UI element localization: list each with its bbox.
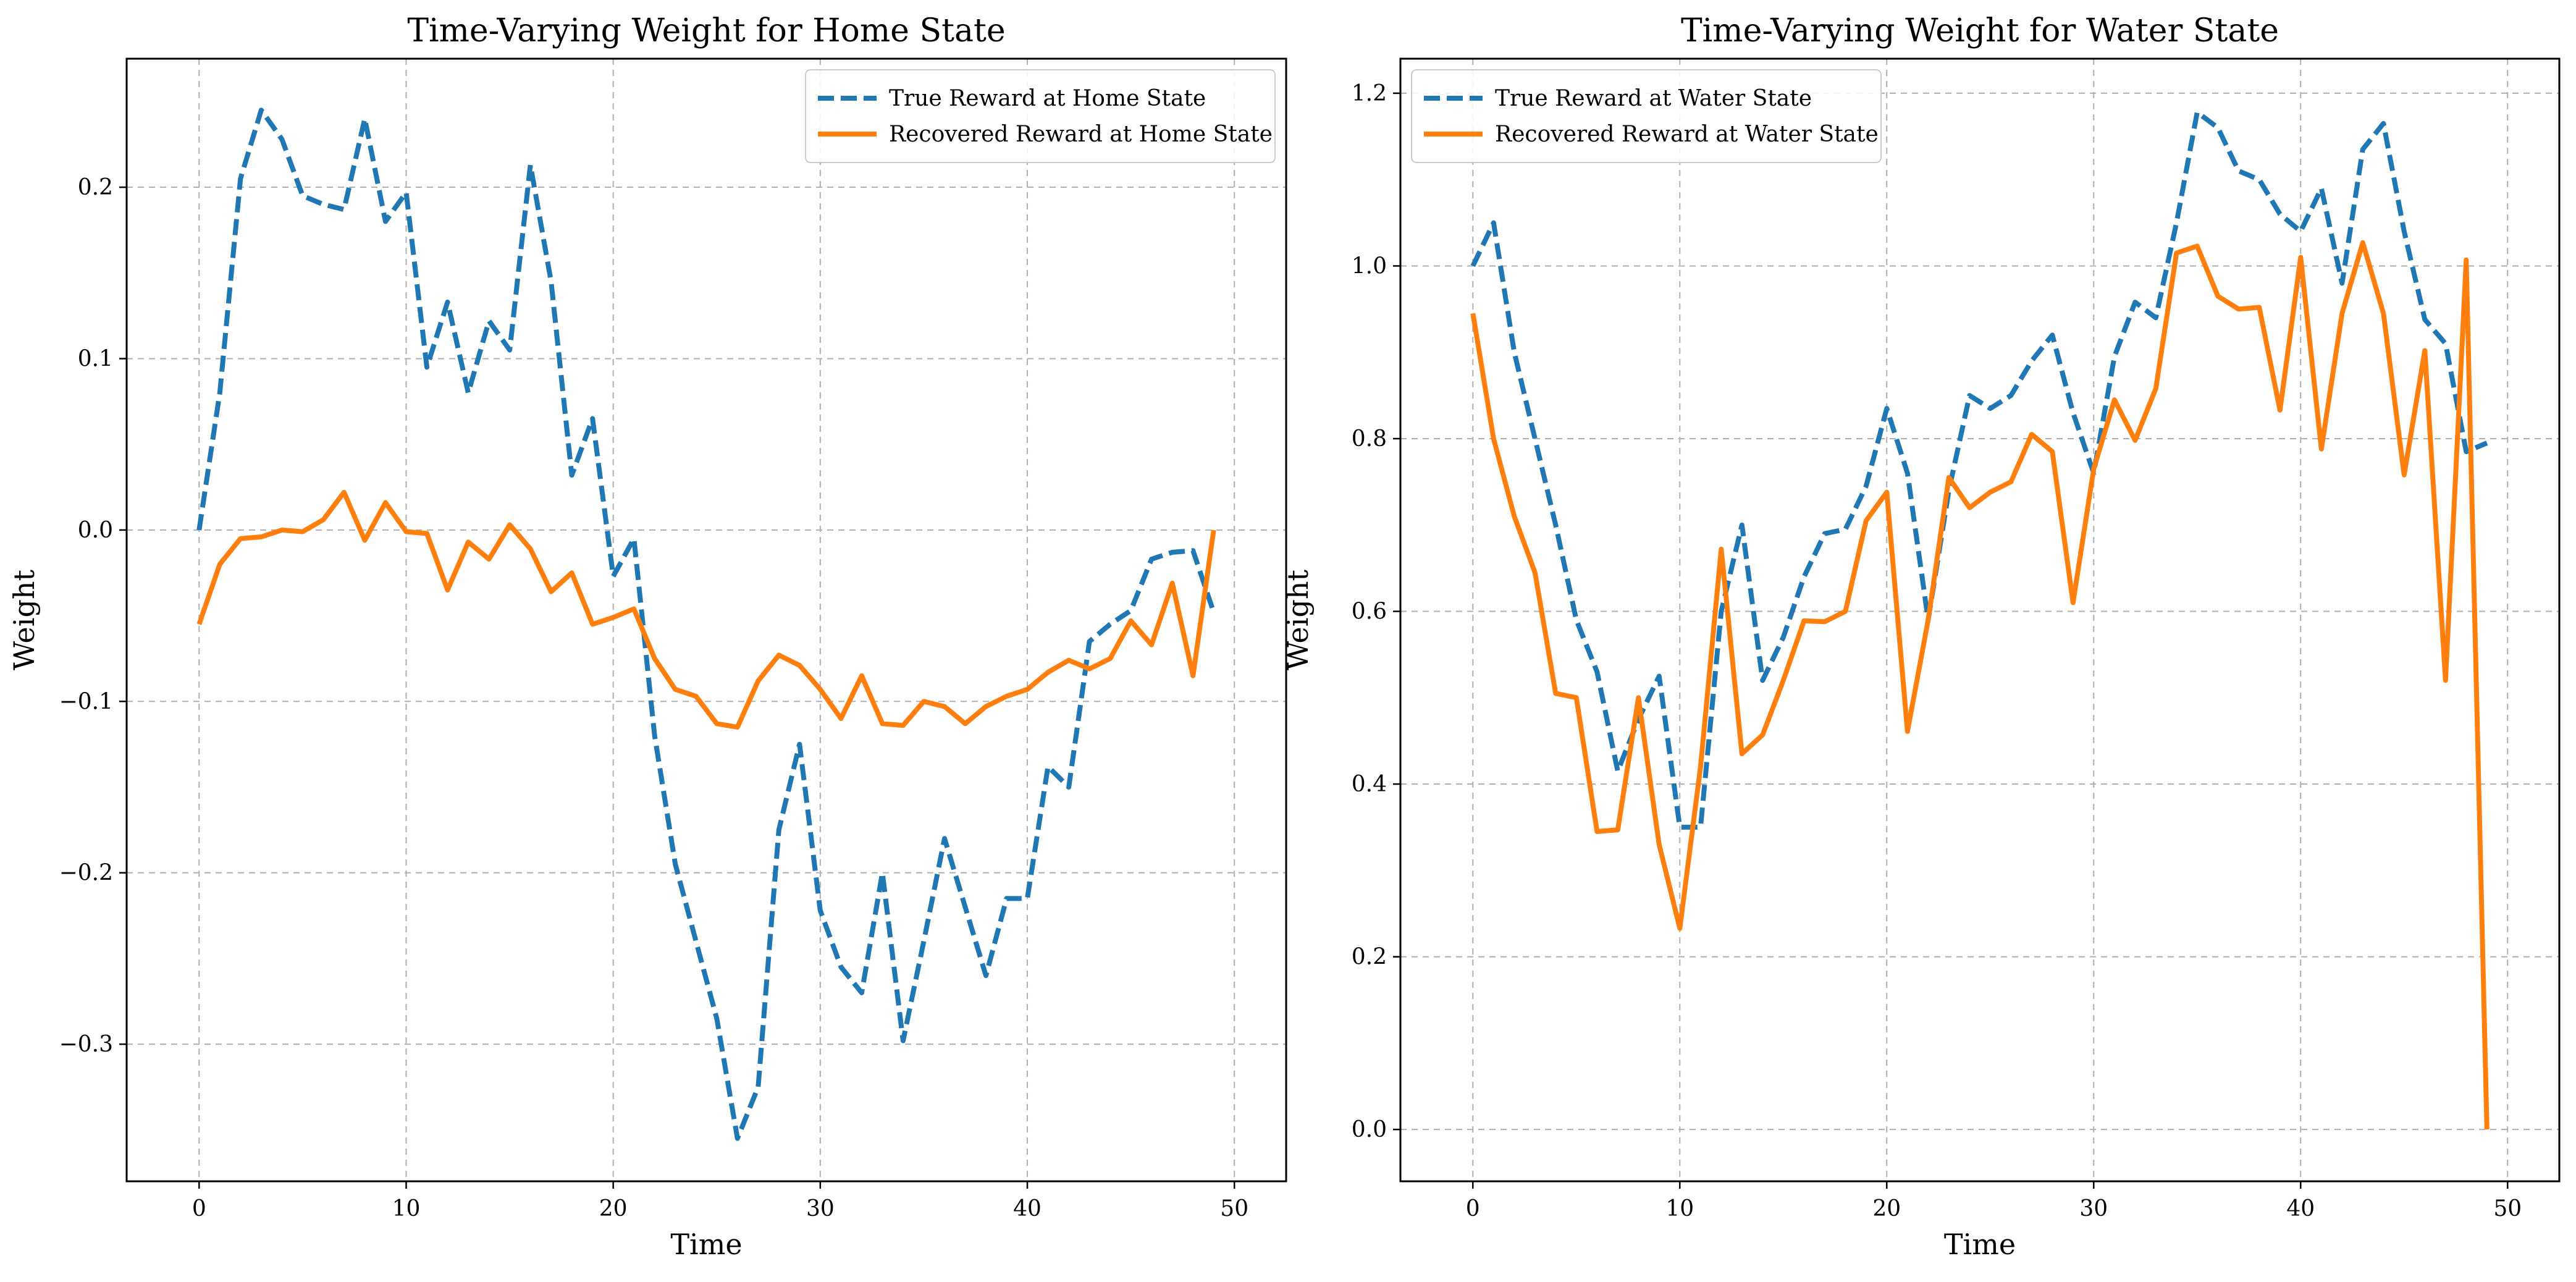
y-tick-label: 0.4	[1352, 772, 1387, 797]
x-axis-label: Time	[1944, 1228, 2016, 1261]
plot-frame	[125, 57, 1287, 1183]
chart-title: Time-Varying Weight for Home State	[407, 12, 1005, 49]
legend-label: Recovered Reward at Home State	[889, 122, 1273, 147]
series-line-recovered-reward	[1470, 240, 2490, 1130]
series-line-recovered-reward	[196, 489, 1216, 730]
x-tick-label: 0	[192, 1196, 206, 1221]
y-tick-label: −0.3	[59, 1032, 113, 1057]
y-axis-label: Weight	[1281, 569, 1315, 670]
y-tick-label: 1.2	[1352, 81, 1387, 106]
x-tick-label: 30	[2079, 1196, 2108, 1221]
chart-title: Time-Varying Weight for Water State	[1681, 12, 2279, 49]
y-tick-label: −0.1	[59, 689, 113, 714]
y-tick-label: 1.0	[1352, 253, 1387, 279]
plot-frame	[1399, 57, 2561, 1183]
x-tick-label: 10	[1665, 1196, 1694, 1221]
y-tick-label: 0.8	[1352, 426, 1387, 452]
home-state-panel: 0 10 20 30 40 50 −0.3 −0.2 −0.1 0.0 0.1 0.2 Time-Va…	[7, 12, 1287, 1261]
y-tick-label: 0.6	[1352, 599, 1387, 625]
x-tick-label: 30	[806, 1196, 835, 1221]
water-state-panel: 0 10 20 30 40 50 0.0 0.2 0.4 0.6 0.8 1.0 1.2 Time-Va…	[1281, 12, 2561, 1261]
legend-label: Recovered Reward at Water State	[1495, 122, 1879, 147]
x-tick-label: 20	[599, 1196, 628, 1221]
x-tick-label: 50	[1220, 1196, 1248, 1221]
x-tick-label: 40	[1013, 1196, 1042, 1221]
x-tick-label: 0	[1466, 1196, 1480, 1221]
x-tick-label: 20	[1872, 1196, 1901, 1221]
y-axis-label: Weight	[7, 569, 41, 670]
x-tick-label: 10	[392, 1196, 421, 1221]
y-tick-label: 0.0	[78, 518, 113, 543]
legend-box	[1411, 69, 1882, 163]
legend-label: True Reward at Water State	[1495, 86, 1812, 111]
y-tick-label: 0.2	[1352, 945, 1387, 970]
legend-label: True Reward at Home State	[889, 86, 1206, 111]
x-tick-label: 50	[2493, 1196, 2522, 1221]
legend: True Reward at Water State Recovered Rewa…	[1411, 69, 1882, 163]
legend: True Reward at Home State Recovered Rewar…	[805, 69, 1276, 163]
series-line-true-reward	[196, 108, 1216, 1141]
x-tick-label: 40	[2286, 1196, 2315, 1221]
legend-box	[805, 69, 1276, 163]
y-tick-label: 0.0	[1352, 1117, 1387, 1142]
y-tick-label: 0.2	[78, 175, 113, 200]
x-axis-label: Time	[670, 1228, 742, 1261]
y-tick-label: −0.2	[59, 861, 113, 886]
y-tick-label: 0.1	[78, 346, 113, 371]
